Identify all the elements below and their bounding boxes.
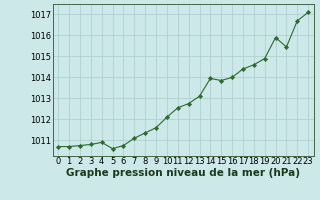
- X-axis label: Graphe pression niveau de la mer (hPa): Graphe pression niveau de la mer (hPa): [66, 168, 300, 178]
